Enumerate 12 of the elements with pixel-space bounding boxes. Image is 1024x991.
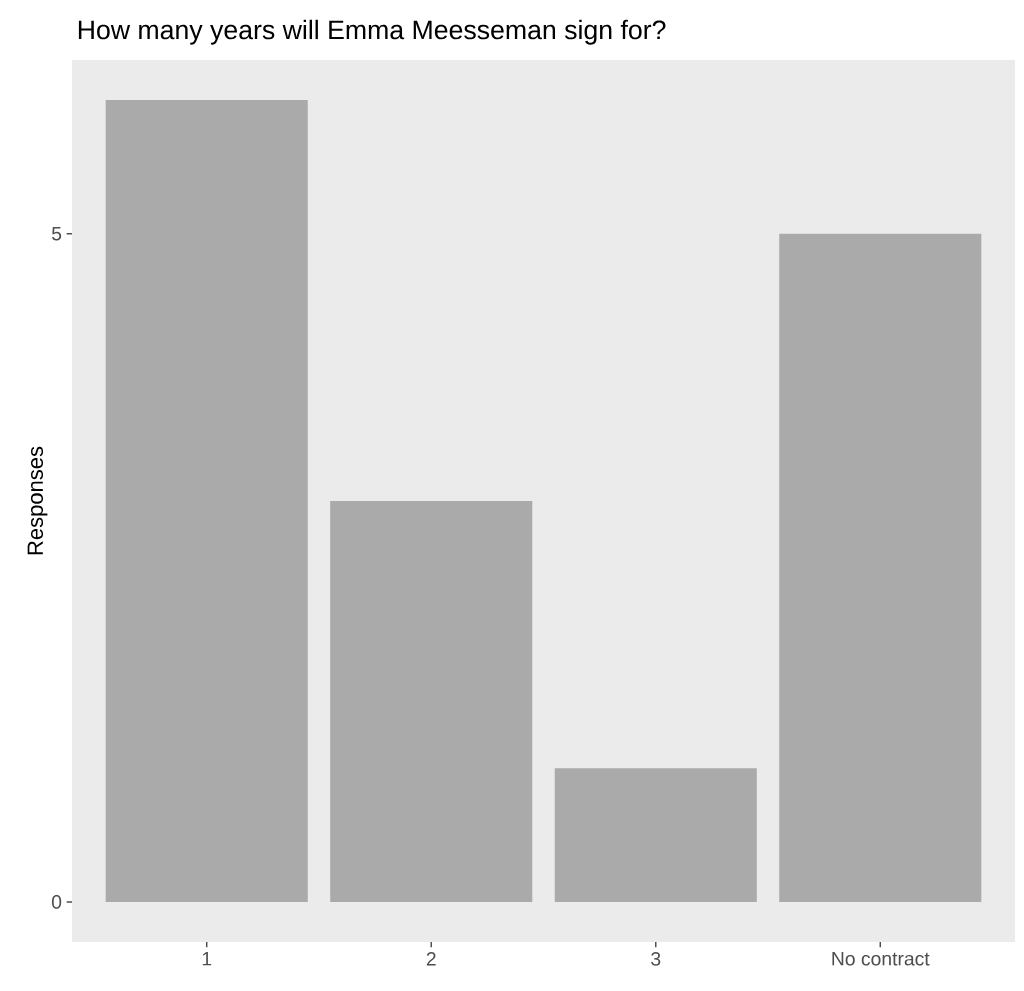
x-tick-label: 3 — [651, 952, 661, 966]
y-tick-label: 5 — [51, 226, 62, 241]
bar — [554, 768, 757, 902]
bar — [779, 233, 982, 902]
x-tick-label: 2 — [426, 952, 436, 966]
chart-title: How many years will Emma Meesseman sign for? — [78, 19, 666, 45]
bar — [105, 100, 308, 902]
bar — [330, 500, 533, 902]
x-tick-label: No contract — [832, 952, 930, 966]
x-tick-label: 1 — [202, 952, 212, 966]
y-tick-label: 0 — [51, 895, 62, 909]
y-axis-title: Responses — [27, 446, 48, 555]
